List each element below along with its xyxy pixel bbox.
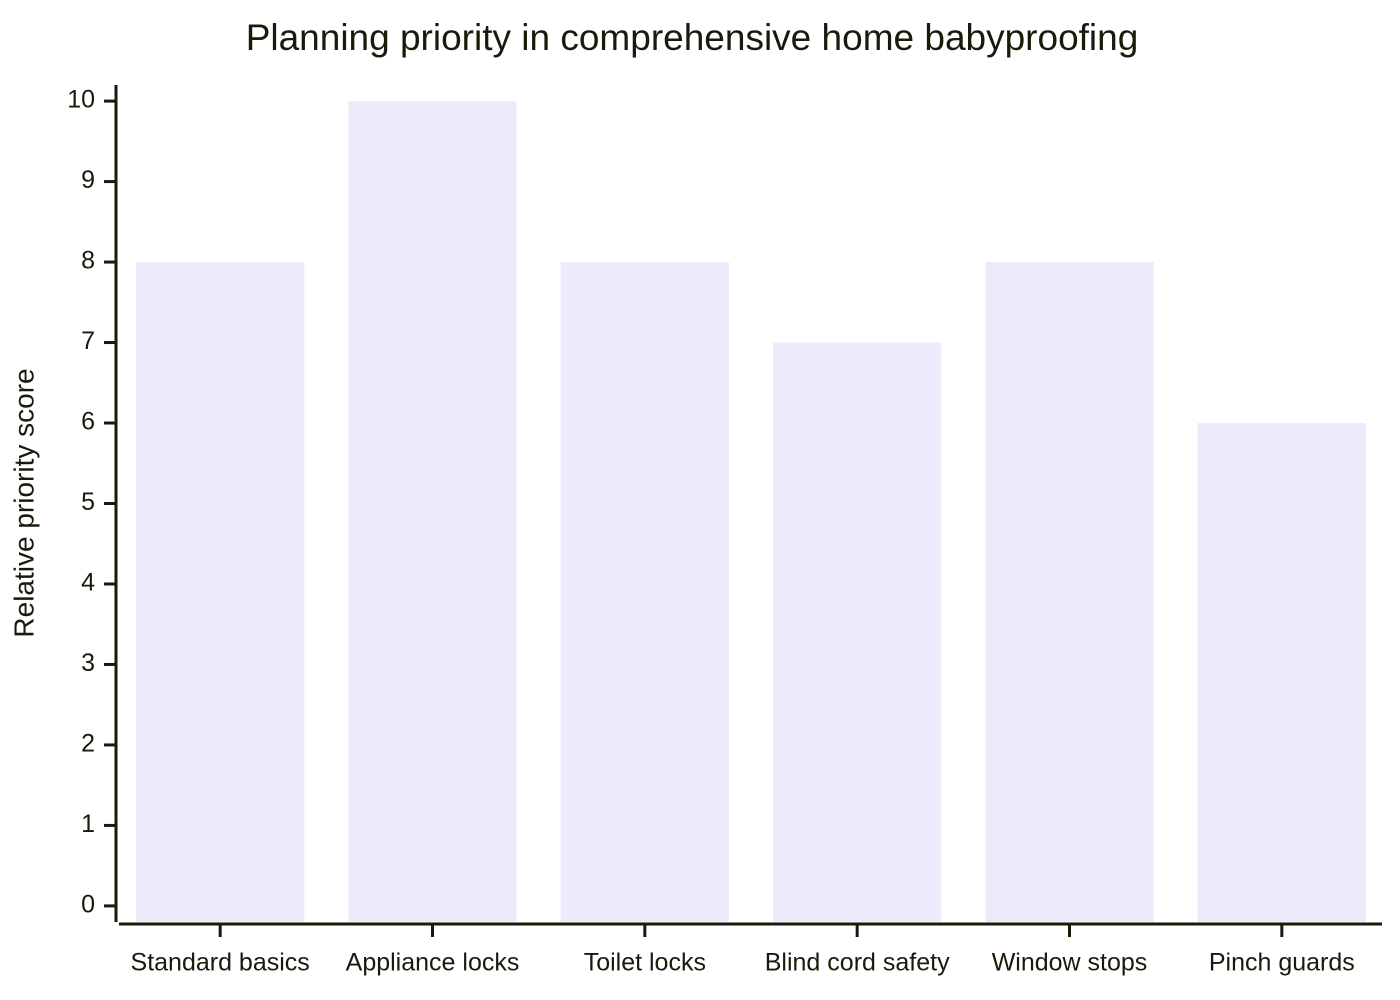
y-tick-label: 5 xyxy=(81,488,95,516)
bar xyxy=(348,101,517,923)
y-axis-label: Relative priority score xyxy=(8,368,39,637)
chart-title: Planning priority in comprehensive home … xyxy=(246,17,1139,58)
y-tick-label: 7 xyxy=(81,327,95,355)
bar xyxy=(136,262,305,922)
bar xyxy=(1197,423,1366,922)
y-tick-label: 2 xyxy=(81,730,95,758)
x-tick-label: Toilet locks xyxy=(584,949,706,977)
x-tick-label: Pinch guards xyxy=(1209,949,1355,977)
y-tick-label: 10 xyxy=(67,86,95,114)
y-tick-label: 1 xyxy=(81,810,95,838)
x-tick-label: Blind cord safety xyxy=(765,949,950,977)
y-tick-label: 3 xyxy=(81,649,95,677)
y-tick-label: 9 xyxy=(81,166,95,194)
x-tick-label: Standard basics xyxy=(131,949,310,977)
y-tick-label: 0 xyxy=(81,891,95,919)
y-tick-label: 4 xyxy=(81,569,95,597)
x-tick-label: Window stops xyxy=(992,949,1148,977)
y-tick-label: 8 xyxy=(81,247,95,275)
bar xyxy=(773,342,942,922)
bar xyxy=(560,262,729,922)
x-tick-label: Appliance locks xyxy=(346,949,520,977)
y-tick-label: 6 xyxy=(81,408,95,436)
bar xyxy=(985,262,1154,922)
